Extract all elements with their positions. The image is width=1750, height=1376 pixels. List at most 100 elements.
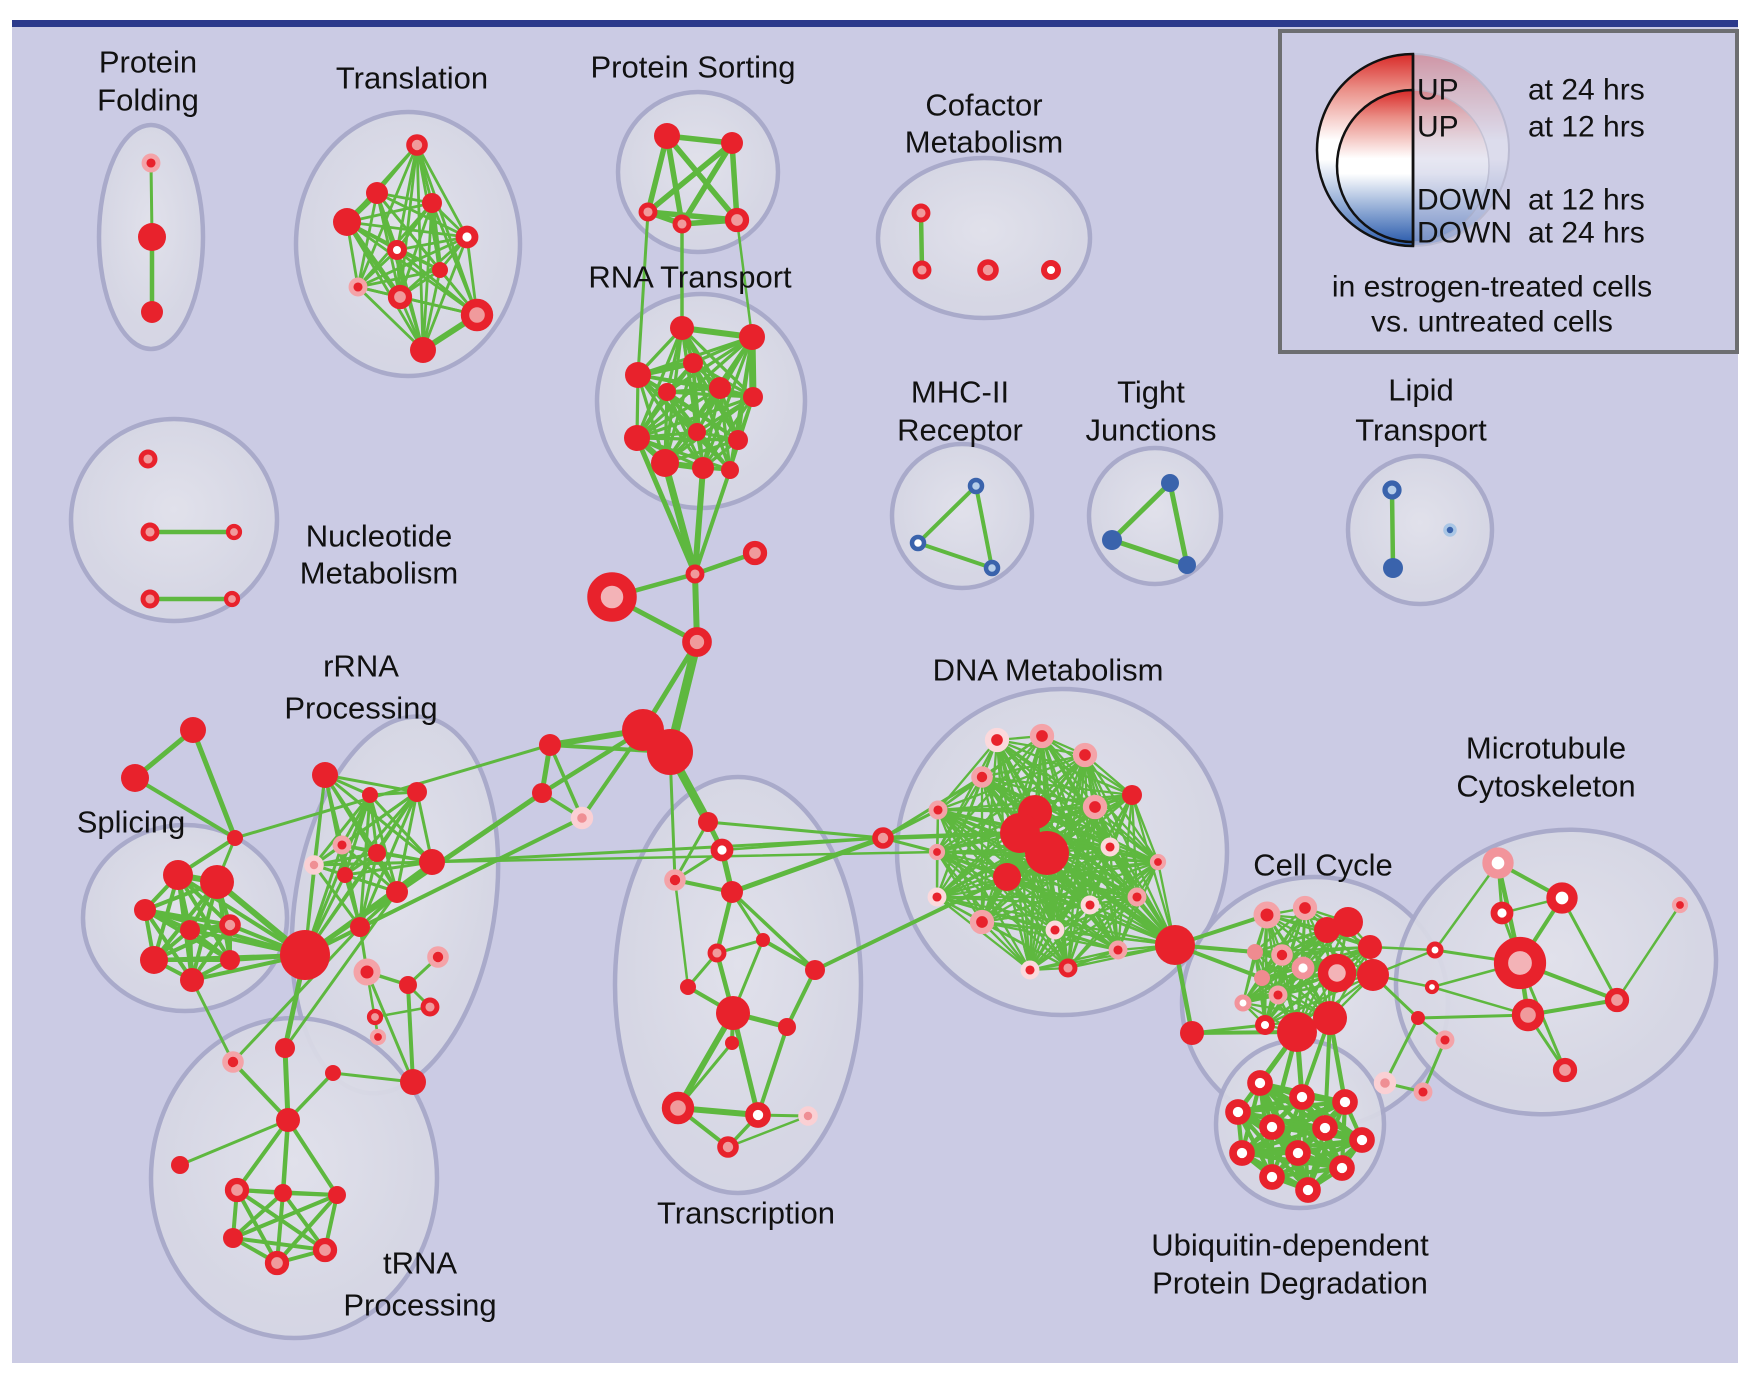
- gene-node: [805, 960, 825, 980]
- edge: [1430, 985, 1530, 1017]
- edge: [813, 875, 1009, 972]
- gene-node: [680, 979, 696, 995]
- gene-node: [1259, 1164, 1285, 1190]
- edge: [735, 218, 754, 339]
- gene-node: [1108, 940, 1128, 960]
- gene-node: [420, 997, 440, 1017]
- edge: [1433, 861, 1500, 952]
- gene-node: [337, 867, 353, 883]
- gene-node: [180, 968, 204, 992]
- edge: [275, 1193, 339, 1265]
- edge: [356, 268, 442, 289]
- cluster-bubble-microtubule: [1393, 827, 1719, 1117]
- edge: [312, 860, 434, 867]
- gene-node: [745, 1102, 771, 1128]
- gene-node: [348, 277, 368, 297]
- gene-node: [1312, 1115, 1338, 1141]
- edge: [1093, 805, 1160, 864]
- gene-node: [304, 855, 324, 875]
- edge: [406, 983, 415, 1084]
- legend-caption: in estrogen-treated cells: [1332, 271, 1652, 304]
- gene-node: [1295, 1177, 1321, 1203]
- gene-node: [1100, 837, 1120, 857]
- gene-node: [654, 123, 680, 149]
- gene-node: [743, 387, 763, 407]
- gene-node: [368, 844, 386, 862]
- gene-node: [1127, 887, 1147, 907]
- legend-direction-label: DOWN: [1417, 184, 1512, 217]
- cluster-label-ubiquitin: Protein Degradation: [1152, 1266, 1428, 1301]
- cluster-label-translation: Translation: [336, 61, 488, 96]
- cluster-label-ubiquitin: Ubiquitin-dependent: [1151, 1228, 1429, 1263]
- edge: [231, 1193, 339, 1240]
- gene-node: [728, 430, 748, 450]
- gene-node: [756, 933, 770, 947]
- cluster-bubble-lipid: [1345, 453, 1495, 607]
- edge: [756, 1025, 789, 1117]
- edge: [340, 843, 399, 894]
- edge: [281, 1191, 339, 1197]
- edge: [1280, 945, 1372, 957]
- gene-node: [664, 869, 686, 891]
- gene-node: [1271, 944, 1293, 966]
- gene-node: [325, 1065, 341, 1081]
- gene-node: [1122, 785, 1142, 805]
- gene-node: [180, 920, 200, 940]
- gene-node: [1333, 907, 1363, 937]
- edge: [345, 220, 479, 317]
- edge: [415, 143, 469, 239]
- gene-node: [1546, 882, 1578, 914]
- edge: [785, 968, 817, 1029]
- cluster-label-tight: Tight: [1117, 375, 1185, 410]
- edge: [645, 140, 735, 215]
- edge: [358, 790, 419, 929]
- cluster-bubble-nucleotide: [68, 416, 280, 624]
- gene-node: [658, 383, 676, 401]
- edge: [365, 970, 415, 1084]
- edge: [635, 395, 755, 440]
- cluster-bubble-cofactor: [875, 155, 1093, 321]
- legend-caption: vs. untreated cells: [1371, 306, 1613, 339]
- gene-node: [138, 223, 166, 251]
- gene-node: [1332, 1089, 1358, 1115]
- gene-node: [406, 134, 428, 156]
- edge: [1033, 810, 1160, 864]
- gene-node: [1102, 530, 1122, 550]
- gene-node: [280, 930, 330, 980]
- edge: [303, 816, 584, 957]
- edge: [345, 201, 434, 224]
- gene-node: [685, 564, 705, 584]
- gene-node: [1413, 1082, 1433, 1102]
- edge: [430, 850, 939, 864]
- gene-node: [1080, 895, 1100, 915]
- gene-node: [400, 1069, 426, 1095]
- edge: [233, 743, 552, 840]
- gene-node: [1604, 987, 1630, 1013]
- gene-node: [353, 958, 381, 986]
- gene-node: [200, 865, 234, 899]
- gene-node: [1058, 958, 1078, 978]
- gene-node: [171, 1156, 189, 1174]
- gene-node: [224, 1177, 250, 1203]
- gene-node: [1435, 1030, 1455, 1050]
- gene-node: [369, 1028, 387, 1046]
- gene-node: [276, 1108, 300, 1132]
- edge: [395, 235, 469, 252]
- edge: [726, 1114, 810, 1149]
- gene-node: [1020, 960, 1040, 980]
- edge: [680, 326, 755, 399]
- gene-node: [911, 203, 931, 223]
- edge: [673, 878, 690, 989]
- edge: [312, 793, 372, 867]
- edge: [673, 820, 710, 882]
- edge: [1053, 928, 1120, 952]
- edge: [176, 873, 232, 962]
- gene-node: [1161, 474, 1179, 492]
- gene-node: [366, 1008, 384, 1026]
- gene-node: [1426, 941, 1444, 959]
- gene-node: [993, 863, 1021, 891]
- edge: [730, 890, 817, 972]
- edge: [235, 1118, 290, 1192]
- gene-node: [971, 766, 993, 788]
- gene-node: [1511, 998, 1545, 1032]
